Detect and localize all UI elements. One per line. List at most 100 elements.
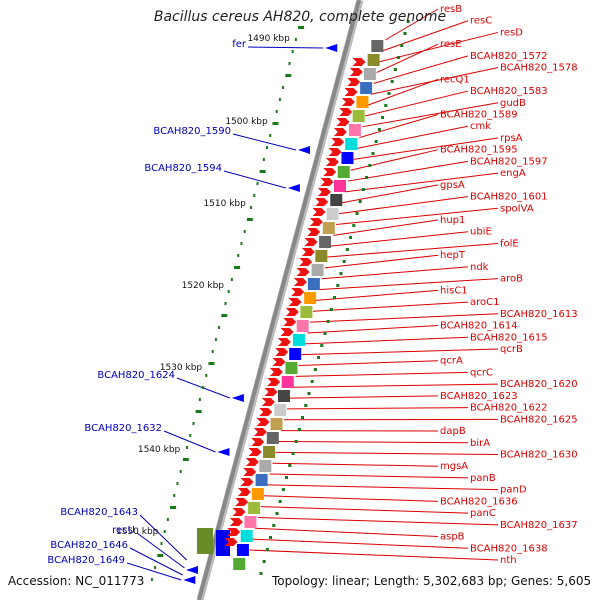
gene-arrow xyxy=(259,408,272,416)
strand-arrow xyxy=(232,394,244,402)
scale-tick xyxy=(192,422,194,425)
right-gene-label: BCAH820_1637 xyxy=(500,520,578,531)
scale-tick-right xyxy=(307,392,310,395)
right-gene-label: hisC1 xyxy=(440,285,468,296)
gene-arrow xyxy=(334,128,347,136)
right-gene-label: BCAH820_1622 xyxy=(470,403,548,414)
backbone-line xyxy=(199,0,359,600)
scale-tick-right xyxy=(349,236,352,239)
scale-tick xyxy=(170,506,176,509)
gene-arrow xyxy=(270,368,283,376)
right-gene-label: cmk xyxy=(470,121,491,132)
gene-block xyxy=(360,82,372,94)
gene-arrow xyxy=(339,108,352,116)
scale-tick-right xyxy=(365,176,368,179)
scale-tick-right xyxy=(343,260,346,263)
right-gene-label: panC xyxy=(470,508,496,519)
scale-tick-right xyxy=(266,548,269,551)
scale-tick-right xyxy=(346,248,349,251)
leader-line-right xyxy=(307,326,438,333)
scale-tick xyxy=(208,362,214,365)
scale-tick-right xyxy=(279,500,282,503)
gene-arrow xyxy=(233,508,246,516)
gene-arrow xyxy=(241,478,254,486)
leader-line-left xyxy=(130,548,183,575)
leader-line-right xyxy=(377,44,438,72)
gene-block xyxy=(248,502,260,514)
leader-line-right xyxy=(258,517,498,524)
right-gene-label: BCAH820_1623 xyxy=(440,391,518,402)
gene-arrow xyxy=(262,398,275,406)
scale-tick xyxy=(244,230,246,233)
gene-block xyxy=(293,334,305,346)
right-gene-label: birA xyxy=(470,438,490,449)
right-gene-label: spoIVA xyxy=(500,203,534,214)
gene-block xyxy=(304,292,316,304)
right-gene-label: rpsA xyxy=(500,133,523,144)
genome-backbone xyxy=(199,0,360,600)
scale-tick-right xyxy=(384,104,387,107)
gene-arrow xyxy=(315,198,328,206)
gene-arrow xyxy=(318,188,331,196)
right-gene-label: ubiE xyxy=(470,227,492,238)
leader-line-right xyxy=(342,185,438,203)
scale-tick xyxy=(189,434,191,437)
leader-line-right xyxy=(249,550,498,560)
scale-tick xyxy=(154,566,156,569)
gene-arrow xyxy=(291,288,304,296)
right-gene-label: BCAH820_1620 xyxy=(500,379,578,390)
gene-block xyxy=(368,54,380,66)
gene-arrow xyxy=(299,258,312,266)
gene-arrow xyxy=(267,378,280,386)
gene-arrow xyxy=(257,418,270,426)
gene-block xyxy=(349,124,361,136)
gene-arrow xyxy=(321,178,334,186)
gene-block xyxy=(323,222,335,234)
right-gene-label: aspB xyxy=(440,532,465,543)
right-gene-label: gpsA xyxy=(440,180,465,191)
gene-block xyxy=(252,488,264,500)
right-gene-label: resE xyxy=(440,39,462,50)
gene-block xyxy=(244,516,256,528)
scale-tick xyxy=(224,302,226,305)
gene-arrow xyxy=(275,348,288,356)
gene-block xyxy=(237,544,249,556)
gene-arrow xyxy=(238,488,251,496)
scale-tick-right xyxy=(327,320,330,323)
right-gene-label: BCAH820_1601 xyxy=(470,192,548,203)
leader-line-right xyxy=(287,408,468,409)
scale-tick xyxy=(221,314,227,317)
scale-tick-right xyxy=(263,560,266,563)
scale-tick-right xyxy=(314,368,317,371)
scale-tick xyxy=(266,146,268,149)
right-gene-label: BCAH820_1589 xyxy=(440,110,518,121)
scale-tick-right xyxy=(359,200,362,203)
left-gene-label: recU xyxy=(112,525,135,536)
right-gene-label: BCAH820_1613 xyxy=(500,309,578,320)
scale-tick xyxy=(260,170,266,173)
gene-arrow xyxy=(337,118,350,126)
scale-tick xyxy=(180,470,182,473)
scale-tick xyxy=(298,26,304,29)
gene-arrow xyxy=(265,388,278,396)
gene-arrow xyxy=(297,268,310,276)
scale-tick-right xyxy=(317,356,320,359)
left-gene-label: BCAH820_1632 xyxy=(84,423,162,434)
scale-tick xyxy=(151,578,153,581)
right-gene-label: panD xyxy=(500,485,527,496)
scale-tick xyxy=(173,494,175,497)
right-gene-label: ndk xyxy=(470,262,489,273)
scale-tick-right xyxy=(320,344,323,347)
leader-line-right xyxy=(272,463,438,466)
map-title: Bacillus cereus AH820, complete genome xyxy=(0,9,600,25)
scale-tick xyxy=(253,194,255,197)
gene-block xyxy=(371,40,383,52)
scale-tick xyxy=(276,110,278,113)
gene-block xyxy=(263,446,275,458)
scale-tick-right xyxy=(272,524,275,527)
gene-block xyxy=(334,180,346,192)
gene-block xyxy=(308,278,320,290)
gene-arrow xyxy=(251,438,264,446)
leader-line-right xyxy=(290,396,438,398)
